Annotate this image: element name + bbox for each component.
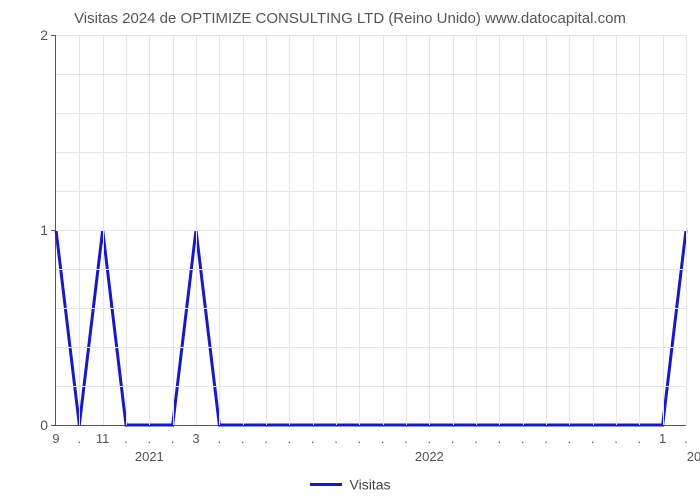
legend: Visitas: [0, 475, 700, 492]
grid-v: [313, 35, 314, 425]
xtick-label: .: [544, 425, 548, 446]
grid-v: [429, 35, 430, 425]
xtick-label: .: [614, 425, 618, 446]
grid-v: [499, 35, 500, 425]
grid-v: [103, 35, 104, 425]
grid-h-minor: [56, 152, 686, 153]
chart-title: Visitas 2024 de OPTIMIZE CONSULTING LTD …: [0, 10, 700, 27]
grid-h-minor: [56, 386, 686, 387]
xtick-label: .: [638, 425, 642, 446]
grid-v: [266, 35, 267, 425]
grid-v: [219, 35, 220, 425]
ytick-label: 2: [40, 27, 56, 43]
grid-h: [56, 230, 686, 231]
chart-container: Visitas 2024 de OPTIMIZE CONSULTING LTD …: [0, 0, 700, 500]
xtick-label: .: [334, 425, 338, 446]
ytick-label: 1: [40, 222, 56, 238]
grid-v: [196, 35, 197, 425]
grid-v: [569, 35, 570, 425]
grid-v: [126, 35, 127, 425]
grid-v: [383, 35, 384, 425]
xtick-label: 1: [659, 425, 666, 446]
grid-v: [546, 35, 547, 425]
grid-v: [243, 35, 244, 425]
grid-v: [149, 35, 150, 425]
grid-v: [79, 35, 80, 425]
xtick-label: 9: [52, 425, 59, 446]
grid-h-minor: [56, 191, 686, 192]
grid-v: [406, 35, 407, 425]
grid-v: [593, 35, 594, 425]
xtick-label: 11: [96, 425, 110, 446]
grid-v: [336, 35, 337, 425]
grid-h-minor: [56, 269, 686, 270]
grid-v: [639, 35, 640, 425]
xtick-label-major: 2021: [135, 425, 164, 464]
xtick-label: .: [264, 425, 268, 446]
xtick-label: .: [404, 425, 408, 446]
xtick-label: 3: [192, 425, 199, 446]
grid-v: [686, 35, 687, 425]
grid-v: [663, 35, 664, 425]
grid-v: [453, 35, 454, 425]
xtick-label: .: [381, 425, 385, 446]
xtick-label: .: [171, 425, 175, 446]
xtick-label: .: [521, 425, 525, 446]
plot-area: 0129.11...3...................1.20212022…: [55, 35, 686, 426]
xtick-label: .: [358, 425, 362, 446]
legend-swatch: [310, 483, 342, 486]
grid-v: [289, 35, 290, 425]
xtick-label: .: [474, 425, 478, 446]
grid-v: [476, 35, 477, 425]
grid-v: [523, 35, 524, 425]
grid-h-minor: [56, 113, 686, 114]
xtick-label: .: [591, 425, 595, 446]
grid-h-minor: [56, 347, 686, 348]
legend-text: Visitas: [350, 476, 391, 492]
xtick-label-major: 2022: [415, 425, 444, 464]
xtick-label-major: 202: [687, 425, 700, 464]
xtick-label: .: [288, 425, 292, 446]
xtick-label: .: [218, 425, 222, 446]
xtick-label: .: [124, 425, 128, 446]
grid-v: [359, 35, 360, 425]
xtick-label: .: [78, 425, 82, 446]
grid-h-minor: [56, 308, 686, 309]
xtick-label: .: [498, 425, 502, 446]
grid-h: [56, 35, 686, 36]
grid-v: [173, 35, 174, 425]
xtick-label: .: [311, 425, 315, 446]
xtick-label: .: [451, 425, 455, 446]
xtick-label: .: [241, 425, 245, 446]
grid-h-minor: [56, 74, 686, 75]
grid-v: [616, 35, 617, 425]
xtick-label: .: [568, 425, 572, 446]
